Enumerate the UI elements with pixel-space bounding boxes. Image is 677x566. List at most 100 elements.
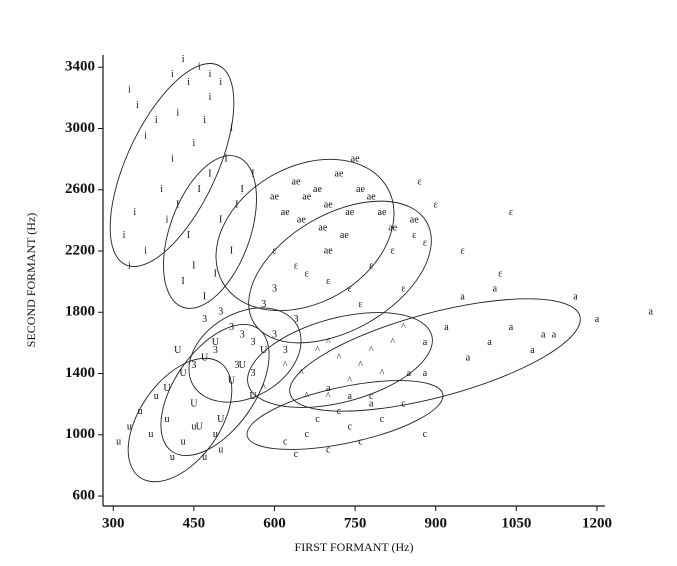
data-point: ε: [272, 245, 276, 256]
data-point: i: [144, 130, 147, 141]
data-point: I: [176, 199, 179, 210]
data-point: i: [182, 54, 185, 65]
data-point: ^: [369, 345, 374, 356]
data-point: ae: [335, 169, 344, 180]
data-point: a: [509, 322, 514, 333]
data-point: 3: [191, 360, 196, 371]
data-point: ^: [326, 391, 331, 402]
data-point: a: [541, 330, 546, 341]
data-point: U: [196, 421, 204, 432]
data-point: ae: [356, 184, 365, 195]
data-point: ae: [297, 215, 306, 226]
data-point: ε: [294, 261, 298, 272]
data-point: u: [191, 421, 196, 432]
data-point: I: [181, 276, 184, 287]
y-tick-label: 1400: [65, 365, 95, 381]
data-point: i: [219, 77, 222, 88]
data-point: ^: [380, 368, 385, 379]
data-point: ε: [326, 276, 330, 287]
data-point: ε: [358, 299, 362, 310]
data-point: a: [648, 307, 653, 318]
data-point: c: [283, 437, 288, 448]
data-point: ε: [391, 245, 395, 256]
data-point: i: [128, 261, 131, 272]
data-point: U: [228, 375, 236, 386]
data-point: u: [213, 429, 218, 440]
data-point: ae: [281, 207, 290, 218]
data-point: a: [369, 398, 374, 409]
data-point: U: [249, 391, 257, 402]
x-tick-label: 1200: [582, 515, 612, 531]
data-point: 3: [283, 345, 288, 356]
data-point: ε: [434, 199, 438, 210]
data-point: a: [595, 314, 600, 325]
data-point: a: [347, 391, 352, 402]
ellipse: [163, 155, 257, 309]
data-point: i: [171, 153, 174, 164]
data-point: i: [203, 115, 206, 126]
y-axis-title: SECOND FORMANT (Hz): [24, 213, 38, 347]
data-point: i: [171, 69, 174, 80]
data-point: ae: [324, 245, 333, 256]
x-axis-title: FIRST FORMANT (Hz): [295, 540, 414, 554]
data-point: a: [552, 330, 557, 341]
x-tick-label: 600: [263, 515, 286, 531]
data-point: I: [230, 245, 233, 256]
x-tick-label: 900: [424, 515, 447, 531]
data-point: i: [209, 92, 212, 103]
data-point: ae: [292, 176, 301, 187]
data-point: U: [212, 337, 220, 348]
data-point: i: [192, 138, 195, 149]
data-point: u: [202, 452, 207, 463]
data-point: i: [166, 215, 169, 226]
data-point: ae: [313, 184, 322, 195]
data-point: i: [160, 184, 163, 195]
data-point: ae: [340, 230, 349, 241]
data-point: a: [573, 291, 578, 302]
data-point: ε: [401, 284, 405, 295]
ellipse: [215, 158, 395, 312]
data-point: ^: [304, 391, 309, 402]
data-point: 3: [250, 337, 255, 348]
data-point: i: [136, 100, 139, 111]
data-point: i: [230, 123, 233, 134]
data-point: c: [337, 406, 342, 417]
data-point: 3: [272, 330, 277, 341]
data-point: u: [164, 414, 169, 425]
data-point: i: [144, 245, 147, 256]
data-point: U: [163, 383, 171, 394]
data-point: a: [466, 353, 471, 364]
data-point: 3: [240, 330, 245, 341]
data-point: ae: [345, 207, 354, 218]
data-point: c: [358, 437, 363, 448]
data-point: ε: [498, 268, 502, 279]
data-point: ae: [410, 215, 419, 226]
data-point: u: [170, 452, 175, 463]
data-point: ae: [351, 153, 360, 164]
data-point: U: [201, 353, 209, 364]
data-point: I: [192, 261, 195, 272]
data-point: ^: [326, 337, 331, 348]
data-point: ε: [305, 268, 309, 279]
ellipse: [246, 380, 444, 450]
data-point: i: [198, 62, 201, 73]
y-tick-label: 3000: [65, 120, 95, 136]
data-point: U: [174, 345, 182, 356]
data-point: ε: [369, 261, 373, 272]
data-point: a: [444, 322, 449, 333]
data-point: U: [190, 398, 198, 409]
ellipse: [127, 357, 233, 483]
data-point: a: [423, 368, 428, 379]
data-point: i: [176, 107, 179, 118]
vowel-ellipses: [109, 63, 581, 483]
data-point: ε: [509, 207, 513, 218]
data-point: a: [493, 284, 498, 295]
data-point: u: [148, 429, 153, 440]
y-tick-label: 1800: [65, 304, 95, 320]
data-point: u: [154, 391, 159, 402]
data-point: U: [260, 345, 268, 356]
data-point: 3: [272, 284, 277, 295]
data-point: c: [326, 444, 331, 455]
data-point: c: [380, 414, 385, 425]
